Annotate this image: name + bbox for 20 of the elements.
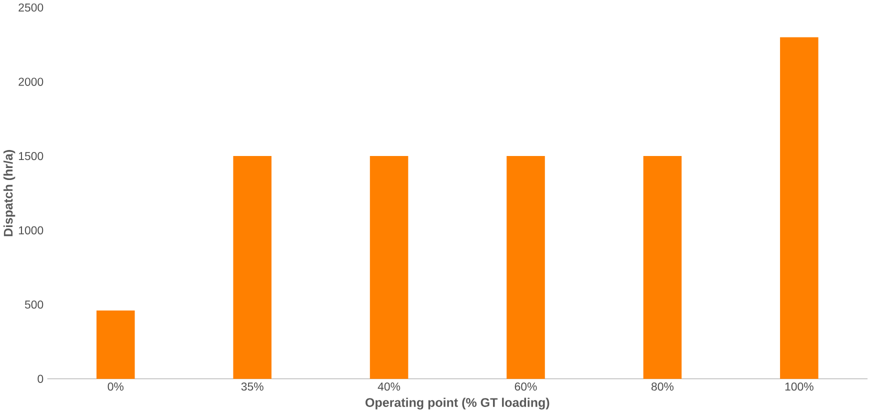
- bar: [506, 156, 545, 379]
- bar: [370, 156, 408, 379]
- y-tick-label: 2000: [18, 78, 44, 86]
- bar: [780, 37, 818, 379]
- x-tick-label: 80%: [651, 382, 674, 391]
- x-tick-label: 35%: [241, 382, 264, 391]
- y-tick-label: 1500: [18, 152, 44, 160]
- x-tick-label: 100%: [785, 382, 814, 391]
- bar: [96, 310, 135, 379]
- y-tick-label: 1000: [18, 226, 44, 234]
- y-tick-label: 0: [38, 374, 44, 383]
- bar: [233, 156, 272, 379]
- x-tick-label: 40%: [378, 382, 400, 391]
- y-tick-label: 500: [24, 300, 44, 309]
- y-tick-label: 2500: [18, 4, 44, 12]
- x-tick-label: 0%: [108, 382, 124, 391]
- bar: [643, 156, 682, 379]
- x-axis-title: Operating point (% GT loading): [366, 398, 550, 410]
- x-tick-label: 60%: [514, 382, 537, 391]
- y-axis-title: Dispatch (hr/a): [3, 150, 16, 236]
